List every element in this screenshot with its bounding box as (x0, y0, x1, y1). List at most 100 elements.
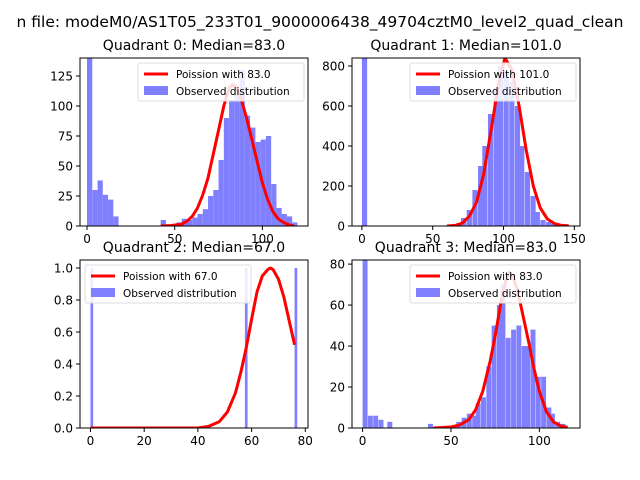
hist-bar (521, 346, 527, 428)
legend-hist-label: Observed distribution (176, 86, 290, 98)
hist-bar (509, 82, 515, 226)
hist-bar (535, 376, 541, 428)
hist-bar (113, 216, 119, 226)
y-tick-label: 600 (322, 100, 345, 114)
hist-bar (239, 70, 245, 226)
legend: Poission with 101.0 Observed distribution (409, 62, 577, 102)
hist-bar (534, 212, 540, 226)
axes-frame (351, 57, 581, 227)
y-tick-label: 40 (330, 340, 345, 354)
hist-bar (362, 260, 368, 428)
hist-bar (102, 194, 109, 226)
hist-bar (514, 106, 521, 226)
hist-bar (550, 224, 556, 226)
chart-panel-0: 0 50 100 0 25 50 75 100 125 Quadrant 0: Median=83… (50, 38, 309, 246)
hist-bar (505, 337, 511, 428)
x-tick-label: 50 (425, 232, 440, 246)
hist-bar (482, 146, 488, 226)
y-tick-label: 125 (50, 70, 73, 84)
y-tick-label: 0.2 (54, 390, 73, 404)
chart-title: Quadrant 2: Median=67.0 (103, 240, 285, 256)
hist-bar (271, 184, 277, 226)
x-tick-label: 0 (359, 434, 367, 448)
y-tick-label: 0.8 (54, 294, 73, 308)
hist-bar (87, 58, 93, 226)
y-tick-label: 0.0 (54, 422, 73, 436)
x-tick-label: 0 (358, 232, 366, 246)
legend-hist-swatch (416, 86, 440, 95)
hist-bar (160, 220, 166, 226)
hist-bar (530, 196, 536, 226)
plot-area (361, 58, 569, 226)
legend-line-label: Poission with 83.0 (176, 69, 271, 81)
chart-title: Quadrant 3: Median=83.0 (375, 240, 557, 256)
x-tick-label: 150 (563, 232, 586, 246)
x-tick-label: 80 (298, 434, 313, 448)
hist-bar (92, 190, 98, 226)
poisson-line (90, 266, 297, 428)
hist-bar (202, 209, 209, 226)
chart-title: Quadrant 0: Median=83.0 (103, 38, 285, 54)
axes-frame (79, 259, 309, 429)
hist-bar (234, 94, 240, 226)
hist-bar (229, 100, 235, 226)
hist-bar (97, 180, 103, 226)
legend-hist-swatch (91, 288, 115, 297)
x-tick-label: 0 (87, 434, 95, 448)
y-tick-label: 25 (58, 190, 73, 204)
axes-frame (351, 259, 581, 429)
legend-line-label: Poission with 83.0 (448, 271, 543, 283)
legend-box (137, 62, 305, 102)
legend-hist-label: Observed distribution (123, 288, 237, 300)
legend-hist-swatch (416, 288, 440, 297)
hist-bar (428, 423, 433, 428)
hist-bar (276, 208, 282, 226)
x-tick-label: 100 (251, 232, 274, 246)
x-tick-label: 100 (528, 434, 551, 448)
y-tick-label: 60 (330, 299, 345, 313)
hist-bar (373, 415, 379, 428)
y-tick-label: 400 (322, 140, 345, 154)
legend-hist-label: Observed distribution (448, 86, 562, 98)
axes-frame (79, 57, 309, 227)
plot-area (90, 266, 298, 428)
hist-bar (475, 403, 481, 428)
legend-line-label: Poission with 101.0 (448, 69, 549, 81)
y-tick-label: 200 (322, 180, 345, 194)
legend: Poission with 83.0 Observed distribution (137, 62, 305, 102)
hist-bar (500, 284, 506, 428)
hist-bar (192, 217, 198, 226)
hist-bar (265, 136, 272, 226)
hist-bar (223, 118, 230, 226)
hist-bar (197, 214, 203, 226)
hist-bar (361, 58, 368, 226)
hist-bar (186, 220, 193, 226)
hist-bar (481, 397, 486, 428)
hist-bar (250, 127, 256, 226)
legend: Poission with 83.0 Observed distribution (409, 264, 577, 304)
hist-bar (516, 325, 522, 428)
y-tick-label: 0 (337, 422, 345, 436)
chart-panel-1: 0 50 100 150 0 200 400 600 800 Quadrant 1: Median… (322, 38, 586, 246)
legend-box (84, 264, 252, 304)
x-tick-label: 100 (492, 232, 515, 246)
x-tick-label: 40 (190, 434, 205, 448)
y-tick-label: 75 (58, 130, 73, 144)
hist-bar (491, 325, 497, 428)
legend-hist-swatch (144, 86, 168, 95)
y-tick-label: 0 (337, 220, 345, 234)
y-tick-label: 50 (58, 160, 73, 174)
hist-bar (208, 196, 214, 226)
chart-panel-2: 0 20 40 60 80 0.0 0.2 0.4 0.6 0.8 1.0 Quadrant 2: M… (54, 240, 313, 448)
hist-bar (387, 421, 393, 428)
hist-bar (524, 172, 531, 226)
hist-bar (497, 66, 504, 226)
y-tick-label: 800 (322, 60, 345, 74)
y-tick-label: 0.4 (54, 358, 73, 372)
hist-bar (511, 329, 517, 428)
x-tick-label: 50 (443, 434, 458, 448)
x-tick-label: 0 (83, 232, 91, 246)
hist-bar (503, 70, 509, 226)
chart-panel-3: 0 50 100 0 20 40 60 80 Quadrant 3: Median=83.0 Po… (330, 240, 581, 448)
hist-bar (90, 268, 94, 428)
